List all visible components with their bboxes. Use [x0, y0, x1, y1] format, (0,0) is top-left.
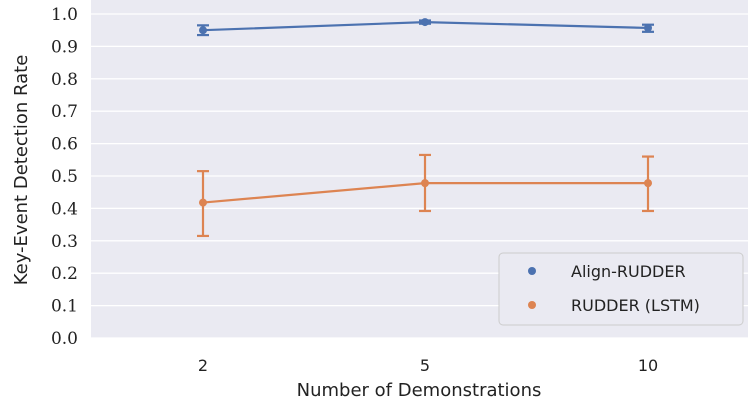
y-tick-label: 0.1 — [51, 297, 78, 317]
y-tick-labels: 0.0 0.1 0.2 0.3 0.4 0.5 0.6 0.7 0.8 0.9 1.0 — [51, 5, 78, 349]
y-tick-label: 0.4 — [51, 199, 78, 219]
legend-label: Align-RUDDER — [571, 262, 686, 281]
legend-marker — [528, 267, 536, 275]
x-tick-label: 10 — [638, 356, 658, 375]
data-point — [421, 18, 429, 27]
y-tick-label: 0.8 — [51, 70, 78, 90]
y-tick-label: 1.0 — [51, 5, 78, 25]
series-1 — [197, 153, 654, 238]
legend: Align-RUDDER RUDDER (LSTM) — [498, 252, 744, 326]
gridlines — [91, 13, 748, 339]
y-tick-label: 0.9 — [51, 37, 78, 57]
x-tick-label: 5 — [420, 356, 430, 375]
x-axis-label: Number of Demonstrations — [297, 380, 542, 401]
data-point — [199, 26, 207, 35]
y-tick-label: 0.6 — [51, 135, 78, 155]
y-axis-label: Key-Event Detection Rate — [11, 55, 32, 286]
y-tick-label: 0.0 — [51, 329, 78, 349]
series-0 — [197, 18, 654, 37]
data-point — [199, 198, 207, 207]
y-tick-label: 0.3 — [51, 232, 78, 252]
legend-box — [498, 252, 744, 326]
y-tick-label: 0.5 — [51, 167, 78, 187]
data-point — [421, 179, 429, 188]
y-tick-label: 0.7 — [51, 102, 78, 122]
y-tick-label: 0.2 — [51, 264, 78, 284]
data-point — [644, 23, 652, 32]
data-point — [644, 179, 652, 188]
legend-label: RUDDER (LSTM) — [571, 296, 700, 315]
x-tick-labels: 2 5 10 — [198, 356, 658, 375]
series-group — [197, 18, 654, 238]
legend-marker — [528, 301, 536, 309]
x-tick-label: 2 — [198, 356, 208, 375]
